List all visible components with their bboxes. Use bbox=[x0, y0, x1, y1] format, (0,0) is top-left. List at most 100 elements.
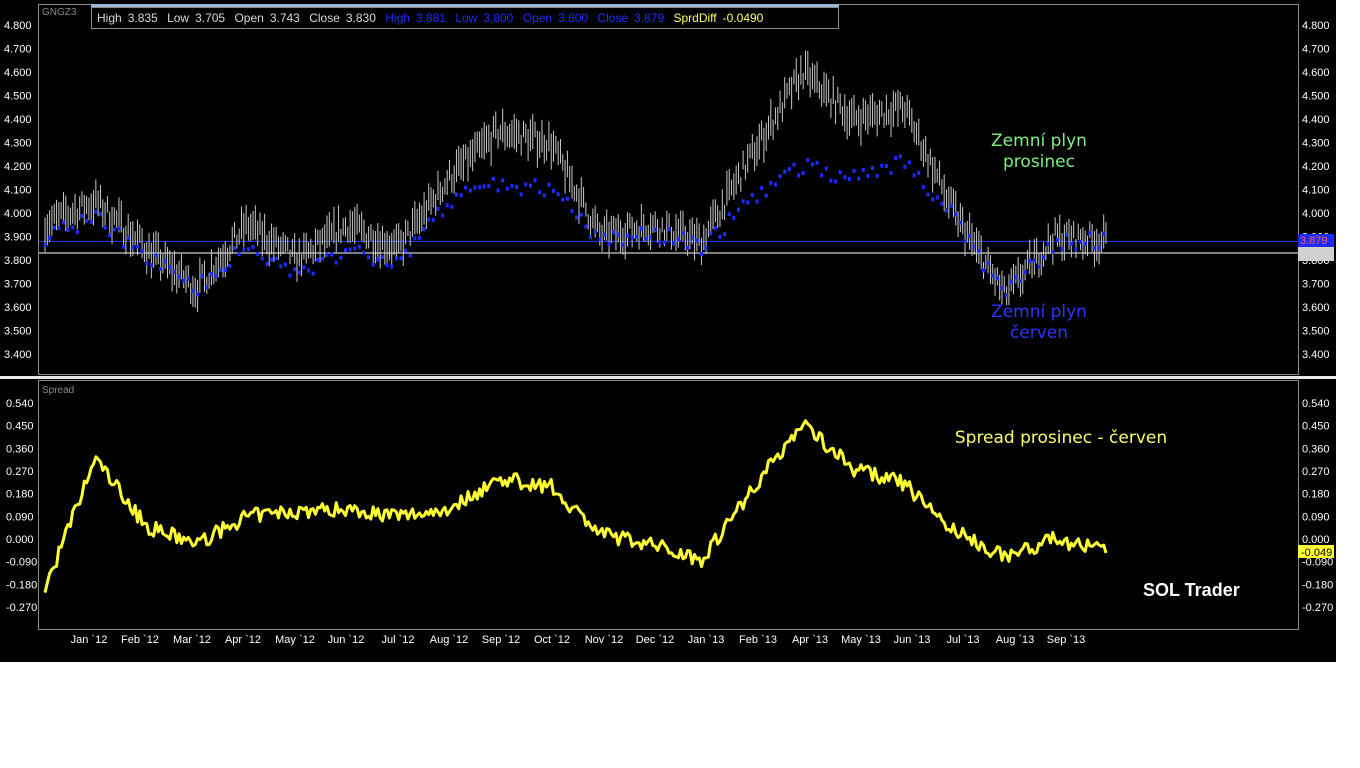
june-price-bar bbox=[699, 252, 703, 257]
annotation-december-line1: Zemní plyn bbox=[991, 131, 1087, 151]
june-price-bar bbox=[579, 212, 583, 217]
june-price-bar bbox=[311, 271, 315, 276]
june-price-bar bbox=[792, 162, 796, 167]
june-price-bar bbox=[320, 256, 324, 261]
open-value: 3.743 bbox=[269, 11, 300, 25]
june-price-bar bbox=[168, 264, 172, 269]
june-price-bar bbox=[1069, 241, 1073, 246]
june-price-bar bbox=[524, 182, 528, 187]
june-price-bar bbox=[968, 233, 972, 238]
june-price-bar bbox=[926, 192, 930, 197]
june-price-bar bbox=[256, 251, 260, 256]
june-price-bar bbox=[829, 178, 833, 183]
june-price-bar bbox=[880, 163, 884, 168]
june-price-bar bbox=[214, 274, 218, 279]
june-price-bar bbox=[783, 169, 787, 174]
june-price-bar bbox=[732, 216, 736, 221]
june-price-bar bbox=[810, 162, 814, 167]
june-price-bar bbox=[649, 235, 653, 240]
june-price-bar bbox=[727, 212, 731, 217]
june-price-bar bbox=[283, 262, 287, 267]
june-price-bar bbox=[954, 212, 958, 217]
june-price-bar bbox=[376, 257, 380, 262]
june-price-bar bbox=[630, 235, 634, 240]
june-price-bar bbox=[413, 236, 417, 241]
june-price-bar bbox=[270, 257, 274, 262]
june-price-bar bbox=[445, 203, 449, 208]
spread-y-tick-right: 0.000 bbox=[1302, 534, 1330, 546]
june-price-bar bbox=[307, 268, 311, 273]
spread-y-tick-right: -0.090 bbox=[1302, 557, 1333, 569]
price-y-tick-left: 3.700 bbox=[4, 279, 32, 291]
june-price-bar bbox=[598, 237, 602, 242]
june-price-bar bbox=[1046, 241, 1050, 246]
last-value-blue-box bbox=[1298, 234, 1334, 247]
open-label: Open bbox=[234, 11, 264, 25]
june-price-bar bbox=[662, 240, 666, 245]
price-y-tick-left: 4.100 bbox=[4, 185, 32, 197]
june-price-bar bbox=[126, 235, 130, 240]
price-y-tick-left: 4.000 bbox=[4, 208, 32, 220]
june-price-bar bbox=[769, 180, 773, 185]
june-price-bar bbox=[1042, 255, 1046, 260]
june-price-bar bbox=[1055, 237, 1059, 242]
june-price-bar bbox=[496, 188, 500, 193]
x-tick-label: Jun `13 bbox=[894, 634, 931, 646]
june-price-bar bbox=[385, 263, 389, 268]
june-price-bar bbox=[159, 267, 163, 272]
june-price-bar bbox=[191, 288, 195, 293]
x-tick-label: Jul `13 bbox=[946, 634, 979, 646]
june-price-bar bbox=[1092, 246, 1096, 251]
spread-y-tick-left: 0.000 bbox=[6, 534, 34, 546]
june-price-bar bbox=[52, 225, 56, 230]
x-tick-label: Feb `12 bbox=[121, 634, 159, 646]
june-price-bar bbox=[246, 247, 250, 252]
june-price-bar bbox=[741, 199, 745, 204]
price-y-tick-right: 4.400 bbox=[1302, 114, 1330, 126]
spread-y-tick-left: 0.360 bbox=[6, 443, 34, 455]
june-price-bar bbox=[801, 171, 805, 176]
close-value: 3.830 bbox=[345, 11, 376, 25]
june-price-bar bbox=[570, 209, 574, 214]
price-y-tick-right: 4.300 bbox=[1302, 138, 1330, 150]
june-price-bar bbox=[704, 245, 708, 250]
june-price-bar bbox=[533, 178, 537, 183]
june-price-bar bbox=[1088, 231, 1092, 236]
june-price-bar bbox=[117, 226, 121, 231]
june-price-bar bbox=[196, 292, 200, 297]
spread-y-tick-right: 0.450 bbox=[1302, 421, 1330, 433]
june-price-bar bbox=[140, 249, 144, 254]
june-price-bar bbox=[515, 185, 519, 190]
june-price-bar bbox=[66, 228, 70, 233]
spread-y-tick-left: 0.180 bbox=[6, 489, 34, 501]
june-price-bar bbox=[1009, 279, 1013, 284]
price-y-tick-right: 3.500 bbox=[1302, 326, 1330, 338]
brand-label: SOL Trader bbox=[1143, 580, 1240, 600]
panel-separator[interactable] bbox=[0, 376, 1336, 379]
price-y-tick-right: 4.700 bbox=[1302, 44, 1330, 56]
spread-panel-title: Spread bbox=[42, 385, 74, 396]
high2-label: High bbox=[385, 11, 410, 25]
june-price-bar bbox=[353, 246, 357, 251]
x-tick-label: May `12 bbox=[275, 634, 315, 646]
june-price-bar bbox=[223, 268, 227, 273]
last-spread-box bbox=[1298, 545, 1334, 558]
price-y-tick-right: 3.700 bbox=[1302, 279, 1330, 291]
price-y-tick-right: 4.600 bbox=[1302, 67, 1330, 79]
price-y-tick-left: 3.500 bbox=[4, 326, 32, 338]
june-price-bar bbox=[815, 160, 819, 165]
june-price-bar bbox=[755, 199, 759, 204]
x-tick-label: Jan `12 bbox=[71, 634, 108, 646]
open2-label: Open bbox=[522, 11, 553, 25]
price-y-tick-left: 4.400 bbox=[4, 114, 32, 126]
annotation-december: Zemní plyn prosinec bbox=[980, 131, 1098, 173]
x-tick-label: Apr `12 bbox=[225, 634, 261, 646]
price-y-tick-left: 4.300 bbox=[4, 138, 32, 150]
june-price-bar bbox=[288, 273, 292, 278]
june-price-bar bbox=[487, 184, 491, 189]
june-price-bar bbox=[1023, 270, 1027, 275]
june-price-bar bbox=[468, 188, 472, 193]
june-price-bar bbox=[510, 183, 514, 188]
june-price-bar bbox=[98, 211, 102, 216]
spread-diff-value: -0.0490 bbox=[722, 11, 764, 25]
